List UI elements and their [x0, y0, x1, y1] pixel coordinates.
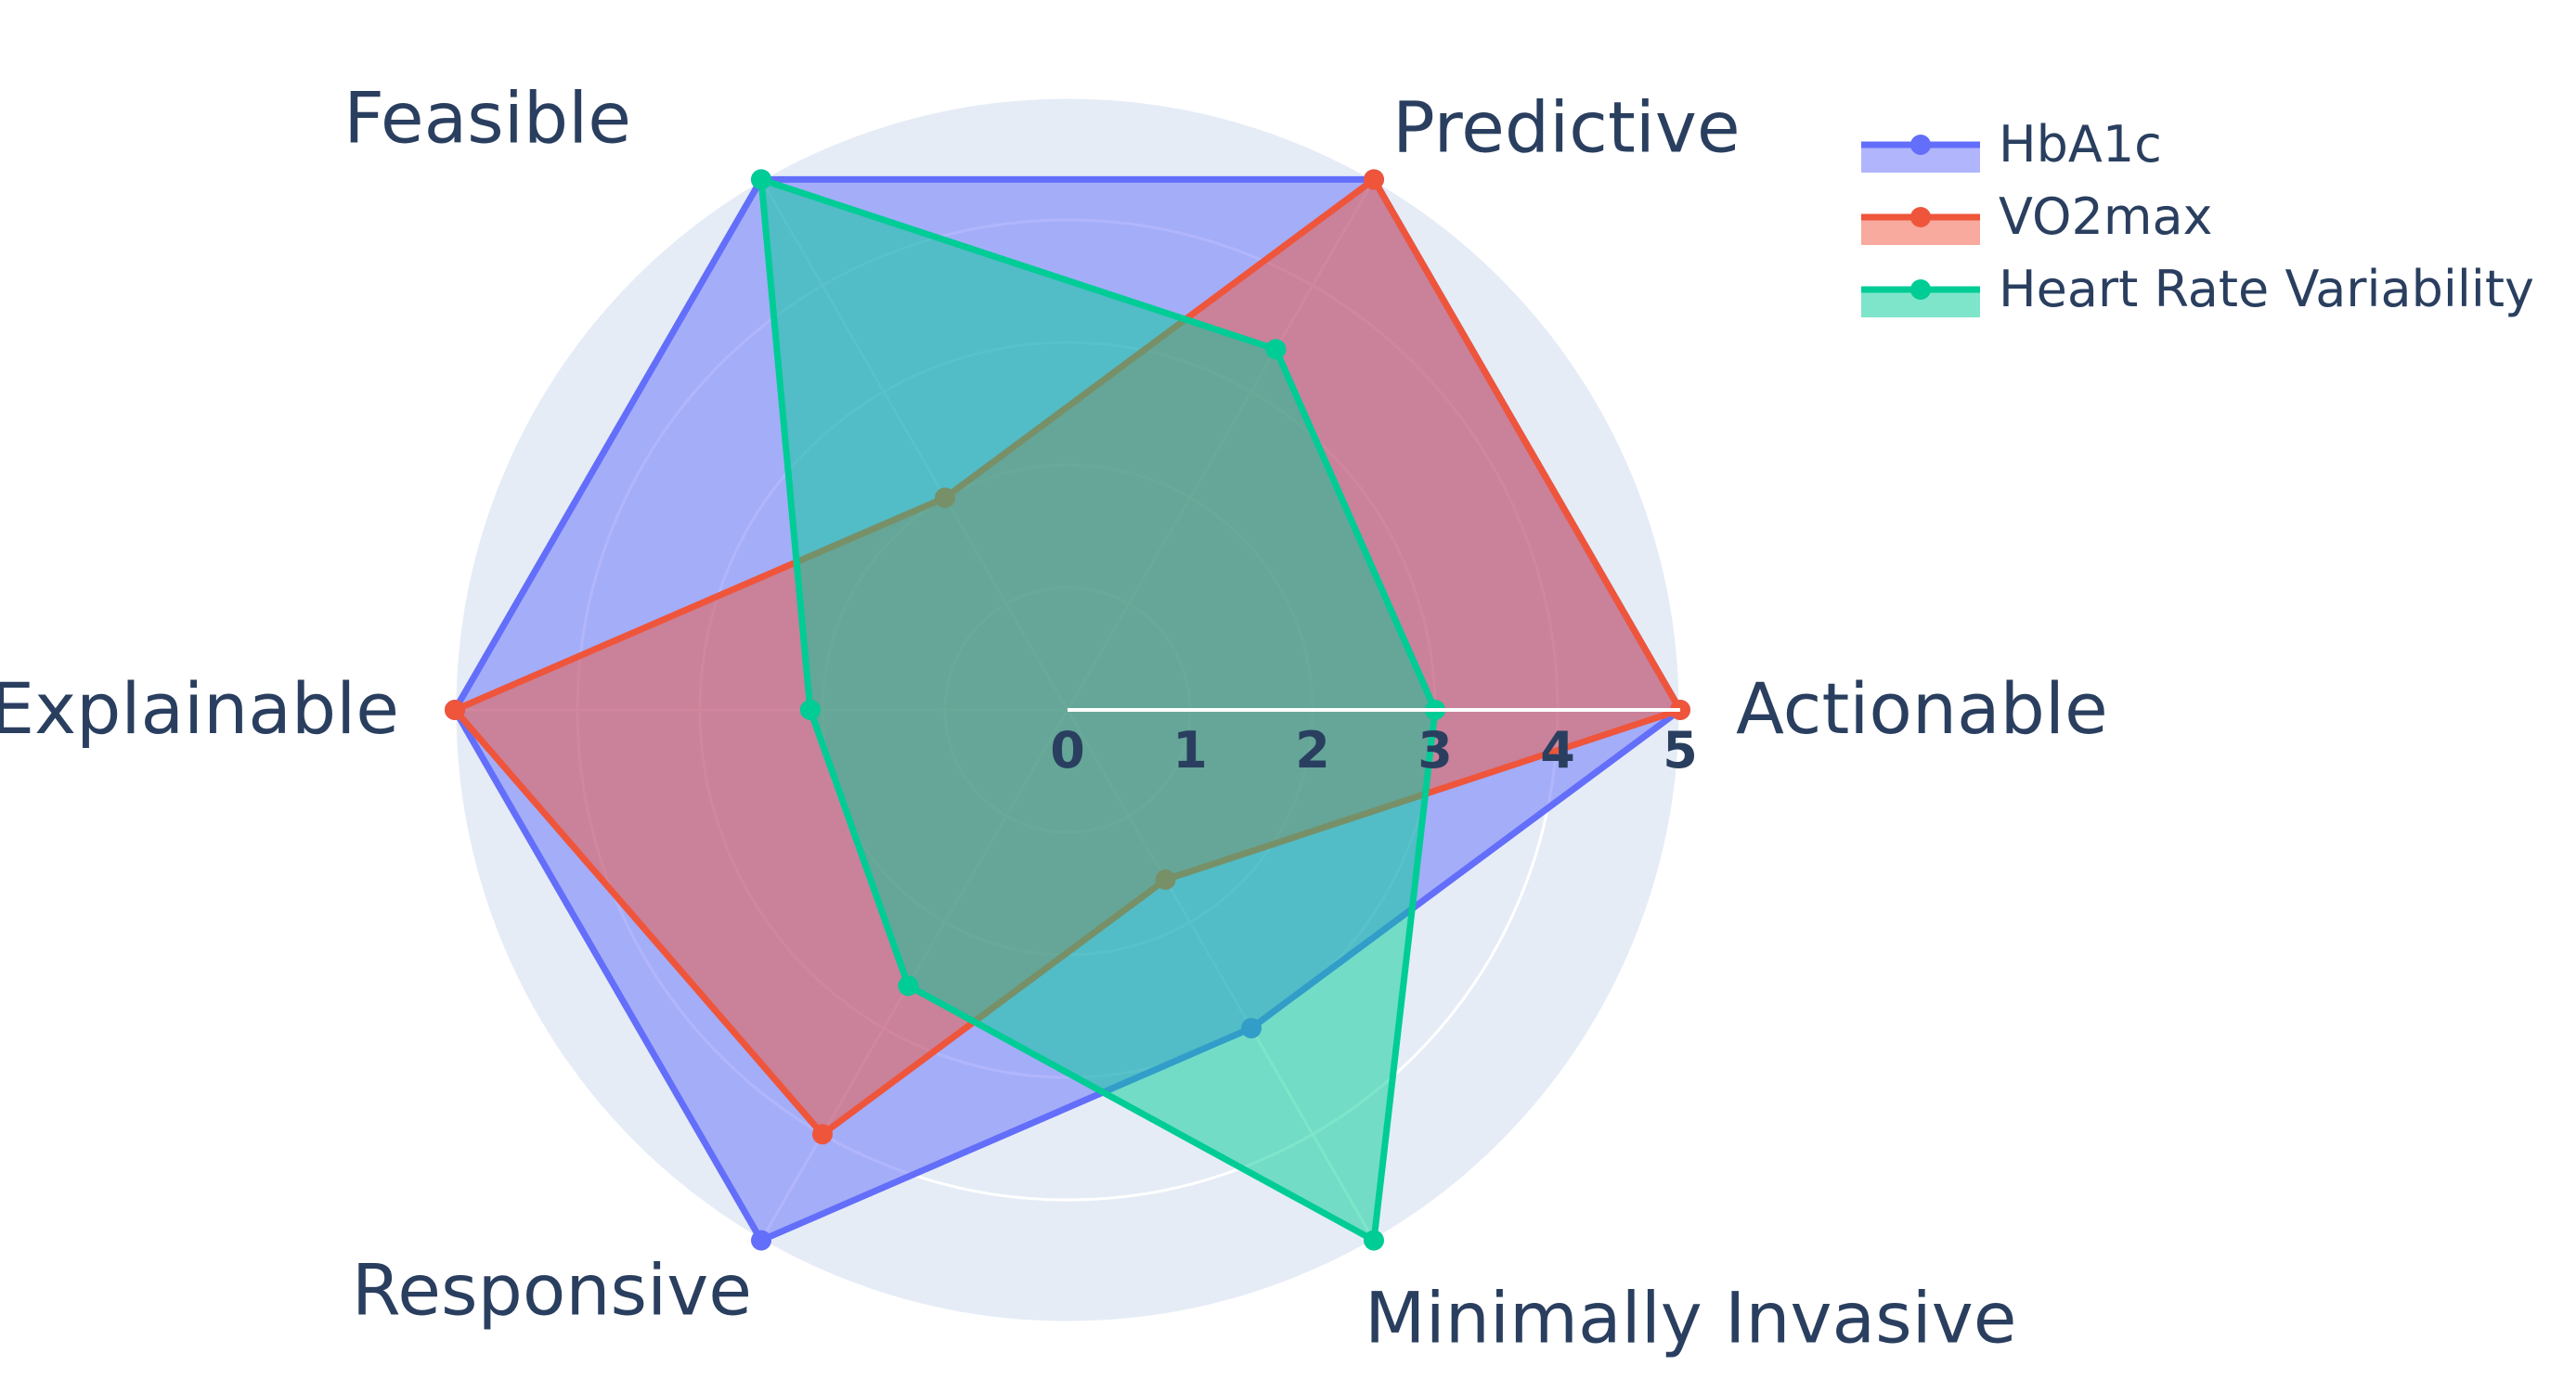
- category-label: Minimally Invasive: [1365, 1277, 2017, 1360]
- radial-tick-label: 0: [1050, 721, 1085, 780]
- series-point: [445, 700, 465, 720]
- series-point: [1364, 1230, 1384, 1251]
- series-point: [1364, 169, 1384, 190]
- legend-label: VO2max: [1999, 187, 2213, 246]
- legend-item: HbA1c: [1861, 115, 2162, 174]
- series-point: [812, 1124, 833, 1145]
- radial-tick-label: 2: [1295, 721, 1330, 780]
- category-label: Actionable: [1736, 667, 2108, 750]
- legend-item: Heart Rate Variability: [1861, 260, 2534, 318]
- radial-tick-label: 3: [1417, 721, 1453, 780]
- series-point: [751, 169, 771, 190]
- category-label: Feasible: [343, 76, 631, 159]
- legend-label: Heart Rate Variability: [1999, 260, 2534, 318]
- legend-marker: [1910, 279, 1931, 300]
- category-label: Explainable: [0, 667, 399, 750]
- legend-item: VO2max: [1861, 187, 2213, 246]
- series-point: [799, 700, 821, 720]
- legend: HbA1c VO2max Heart Rate Variability: [1861, 115, 2534, 318]
- legend-label: HbA1c: [1999, 115, 2162, 174]
- category-label: Responsive: [352, 1249, 752, 1332]
- legend-marker: [1910, 135, 1931, 155]
- label-layer: 0 1 2 3 4 5 Actionable Predictive Feasible Explai…: [0, 76, 2108, 1359]
- category-label: Predictive: [1392, 85, 1741, 168]
- series-point: [898, 975, 919, 997]
- radial-tick-label: 1: [1172, 721, 1208, 780]
- series-point: [751, 1230, 771, 1251]
- radial-tick-label: 4: [1540, 721, 1575, 780]
- radial-tick-label: 5: [1663, 721, 1698, 780]
- series-point: [1265, 339, 1287, 360]
- legend-marker: [1910, 207, 1931, 227]
